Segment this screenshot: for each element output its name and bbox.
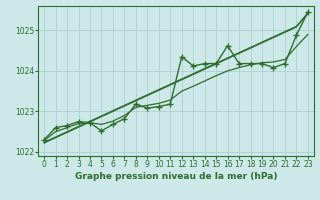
X-axis label: Graphe pression niveau de la mer (hPa): Graphe pression niveau de la mer (hPa) — [75, 172, 277, 181]
